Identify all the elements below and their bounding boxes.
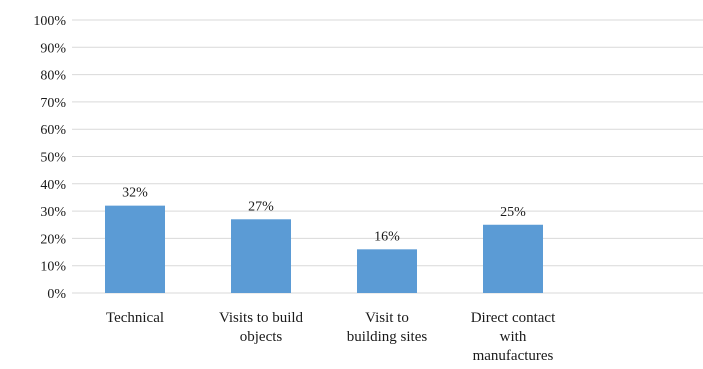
x-category-label: Visit to building sites — [347, 310, 428, 345]
x-category-label-line: building sites — [347, 329, 428, 345]
x-category-label-line: manufactures — [473, 348, 554, 364]
x-category-label: Technical — [106, 310, 164, 326]
data-label: 32% — [122, 186, 148, 201]
y-tick-label: 90% — [40, 41, 66, 56]
x-category-label-line: Visit to — [365, 310, 409, 326]
y-tick-label: 80% — [40, 69, 66, 84]
bar — [483, 224, 543, 293]
y-tick-label: 70% — [40, 96, 66, 111]
gridlines — [72, 19, 703, 294]
bar — [357, 249, 417, 293]
x-category-label-line: objects — [240, 329, 283, 345]
data-labels: 32% 27% 16% 25% — [122, 186, 526, 245]
y-tick-label: 0% — [47, 287, 66, 302]
data-label: 16% — [374, 229, 400, 244]
bar — [105, 205, 165, 293]
x-axis-category-labels: Technical Visits to build objects Visit to b… — [106, 310, 556, 364]
bar — [231, 219, 291, 293]
y-axis-tick-labels: 0% 10% 20% 30% 40% 50% 60% 70% 80% 90% 100% — [33, 14, 66, 302]
y-tick-label: 20% — [40, 232, 66, 247]
x-category-label: Visits to build objects — [219, 310, 304, 345]
y-tick-label: 100% — [33, 14, 66, 29]
y-tick-label: 60% — [40, 123, 66, 138]
x-category-label-line: Technical — [106, 310, 164, 326]
y-tick-label: 10% — [40, 260, 66, 275]
x-category-label-line: Visits to build — [219, 310, 304, 326]
x-category-label-line: Direct contact — [471, 310, 556, 326]
x-category-label-line: with — [500, 329, 527, 345]
y-tick-label: 50% — [40, 151, 66, 166]
y-tick-label: 30% — [40, 205, 66, 220]
data-label: 27% — [248, 199, 274, 214]
data-label: 25% — [500, 205, 526, 220]
x-category-label: Direct contact with manufactures — [471, 310, 556, 364]
bars — [105, 205, 543, 293]
y-tick-label: 40% — [40, 178, 66, 193]
